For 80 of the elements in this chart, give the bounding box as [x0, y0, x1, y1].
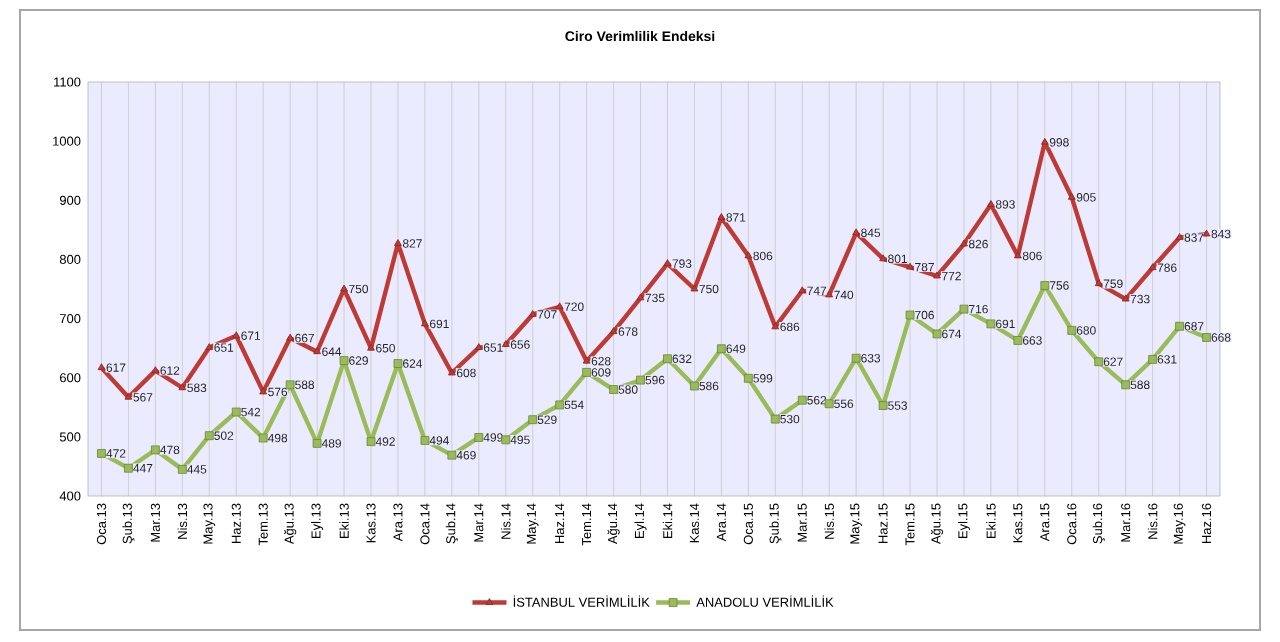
point — [151, 366, 160, 374]
point — [636, 375, 645, 385]
point — [771, 322, 780, 330]
point — [1040, 281, 1050, 290]
point — [878, 401, 888, 410]
point — [852, 228, 860, 236]
point — [259, 387, 268, 395]
point — [690, 381, 699, 391]
point — [313, 347, 321, 355]
point — [394, 239, 402, 246]
point — [178, 383, 187, 391]
point — [447, 450, 457, 460]
point — [1013, 336, 1023, 345]
point — [339, 356, 349, 365]
point — [340, 284, 348, 292]
point — [960, 239, 968, 247]
point — [367, 343, 375, 351]
point — [1094, 279, 1103, 287]
point — [798, 286, 807, 294]
point — [1094, 357, 1104, 367]
point — [717, 344, 726, 354]
point — [232, 331, 241, 339]
point — [204, 431, 214, 441]
point — [474, 433, 484, 442]
point — [986, 319, 996, 329]
point — [1014, 251, 1022, 259]
point — [528, 310, 537, 317]
point — [124, 463, 133, 473]
point — [744, 251, 753, 259]
point — [366, 437, 376, 446]
point — [797, 395, 807, 405]
point — [663, 259, 672, 266]
point — [1121, 380, 1131, 390]
point — [1067, 192, 1076, 200]
point — [851, 353, 861, 363]
point — [636, 293, 645, 301]
point — [1148, 355, 1158, 364]
point — [1175, 233, 1184, 240]
point — [1121, 294, 1130, 302]
point — [879, 254, 887, 262]
point — [312, 438, 322, 448]
point — [420, 436, 430, 445]
point — [717, 213, 726, 220]
point — [1067, 326, 1077, 335]
point — [555, 400, 565, 410]
point — [205, 343, 214, 350]
point — [555, 302, 564, 310]
point — [933, 271, 941, 279]
point — [932, 329, 942, 339]
point — [421, 319, 429, 327]
point — [609, 327, 618, 334]
point — [97, 363, 106, 371]
point — [582, 368, 592, 377]
point — [1040, 137, 1049, 145]
point — [448, 368, 456, 376]
point — [528, 415, 538, 425]
point — [663, 354, 672, 364]
point — [987, 200, 995, 207]
point — [743, 373, 753, 383]
point — [582, 356, 591, 364]
point — [1175, 321, 1184, 331]
point — [231, 407, 241, 417]
point — [609, 385, 618, 394]
point — [285, 380, 295, 390]
point — [177, 465, 187, 474]
point — [151, 445, 160, 455]
point — [393, 359, 403, 368]
point — [906, 262, 914, 270]
point — [1202, 333, 1211, 342]
point — [905, 310, 915, 320]
point — [959, 304, 969, 314]
point — [258, 433, 268, 443]
point — [690, 284, 699, 292]
point — [1148, 263, 1157, 271]
point — [770, 414, 780, 424]
point — [124, 392, 133, 400]
point — [97, 449, 106, 458]
point — [825, 290, 834, 298]
point — [286, 333, 294, 341]
point — [474, 343, 483, 350]
